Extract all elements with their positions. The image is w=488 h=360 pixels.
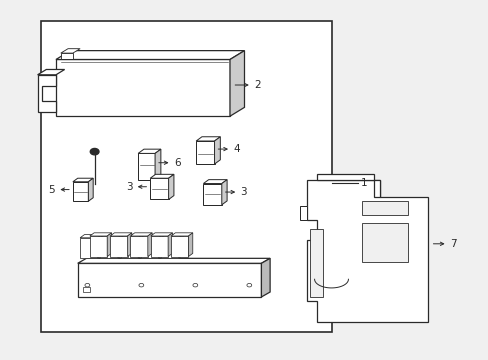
Polygon shape xyxy=(179,235,183,258)
Circle shape xyxy=(90,148,99,155)
Polygon shape xyxy=(80,235,102,238)
Polygon shape xyxy=(97,235,102,258)
Polygon shape xyxy=(138,235,142,258)
FancyBboxPatch shape xyxy=(309,229,323,297)
Polygon shape xyxy=(168,174,174,199)
Polygon shape xyxy=(127,233,132,257)
Text: 6: 6 xyxy=(174,158,180,168)
Polygon shape xyxy=(90,233,111,236)
Polygon shape xyxy=(300,206,307,220)
FancyBboxPatch shape xyxy=(138,153,155,180)
Polygon shape xyxy=(141,235,163,238)
FancyBboxPatch shape xyxy=(110,236,127,257)
Polygon shape xyxy=(261,258,269,297)
Polygon shape xyxy=(150,233,172,236)
Polygon shape xyxy=(316,174,379,197)
Polygon shape xyxy=(88,178,93,201)
Polygon shape xyxy=(138,149,161,153)
FancyBboxPatch shape xyxy=(41,21,331,332)
FancyBboxPatch shape xyxy=(161,238,179,258)
Polygon shape xyxy=(100,235,122,238)
Text: 3: 3 xyxy=(240,187,247,197)
Polygon shape xyxy=(147,233,152,257)
FancyBboxPatch shape xyxy=(100,238,118,258)
FancyBboxPatch shape xyxy=(61,53,73,59)
Polygon shape xyxy=(150,174,174,178)
FancyBboxPatch shape xyxy=(361,222,407,262)
Polygon shape xyxy=(158,235,163,258)
FancyBboxPatch shape xyxy=(361,201,407,215)
FancyBboxPatch shape xyxy=(171,236,188,257)
FancyBboxPatch shape xyxy=(56,59,229,116)
FancyBboxPatch shape xyxy=(80,238,97,258)
Polygon shape xyxy=(214,137,220,164)
Polygon shape xyxy=(73,178,93,182)
Polygon shape xyxy=(38,69,64,75)
FancyBboxPatch shape xyxy=(141,238,158,258)
FancyBboxPatch shape xyxy=(150,178,168,199)
Text: 7: 7 xyxy=(449,239,456,249)
Polygon shape xyxy=(203,180,226,184)
Polygon shape xyxy=(61,49,80,53)
Polygon shape xyxy=(107,233,111,257)
FancyBboxPatch shape xyxy=(73,182,88,201)
Text: 3: 3 xyxy=(125,182,132,192)
FancyBboxPatch shape xyxy=(150,236,168,257)
Polygon shape xyxy=(56,51,244,59)
Polygon shape xyxy=(168,233,172,257)
FancyBboxPatch shape xyxy=(121,238,138,258)
Polygon shape xyxy=(171,233,192,236)
Text: 1: 1 xyxy=(360,178,366,188)
Polygon shape xyxy=(161,235,183,238)
Text: 4: 4 xyxy=(233,144,240,154)
FancyBboxPatch shape xyxy=(196,141,214,164)
FancyBboxPatch shape xyxy=(78,263,261,297)
Polygon shape xyxy=(38,75,56,112)
Polygon shape xyxy=(188,233,192,257)
FancyBboxPatch shape xyxy=(90,236,107,257)
Polygon shape xyxy=(121,235,142,238)
FancyBboxPatch shape xyxy=(130,236,147,257)
Polygon shape xyxy=(155,149,161,180)
Polygon shape xyxy=(307,180,427,322)
Polygon shape xyxy=(229,51,244,116)
Polygon shape xyxy=(196,137,220,141)
Polygon shape xyxy=(222,180,226,205)
Text: 5: 5 xyxy=(48,185,55,194)
Polygon shape xyxy=(118,235,122,258)
FancyBboxPatch shape xyxy=(82,287,90,292)
Polygon shape xyxy=(130,233,152,236)
Text: 2: 2 xyxy=(254,80,260,90)
Polygon shape xyxy=(78,258,269,263)
Polygon shape xyxy=(110,233,132,236)
FancyBboxPatch shape xyxy=(203,184,222,205)
